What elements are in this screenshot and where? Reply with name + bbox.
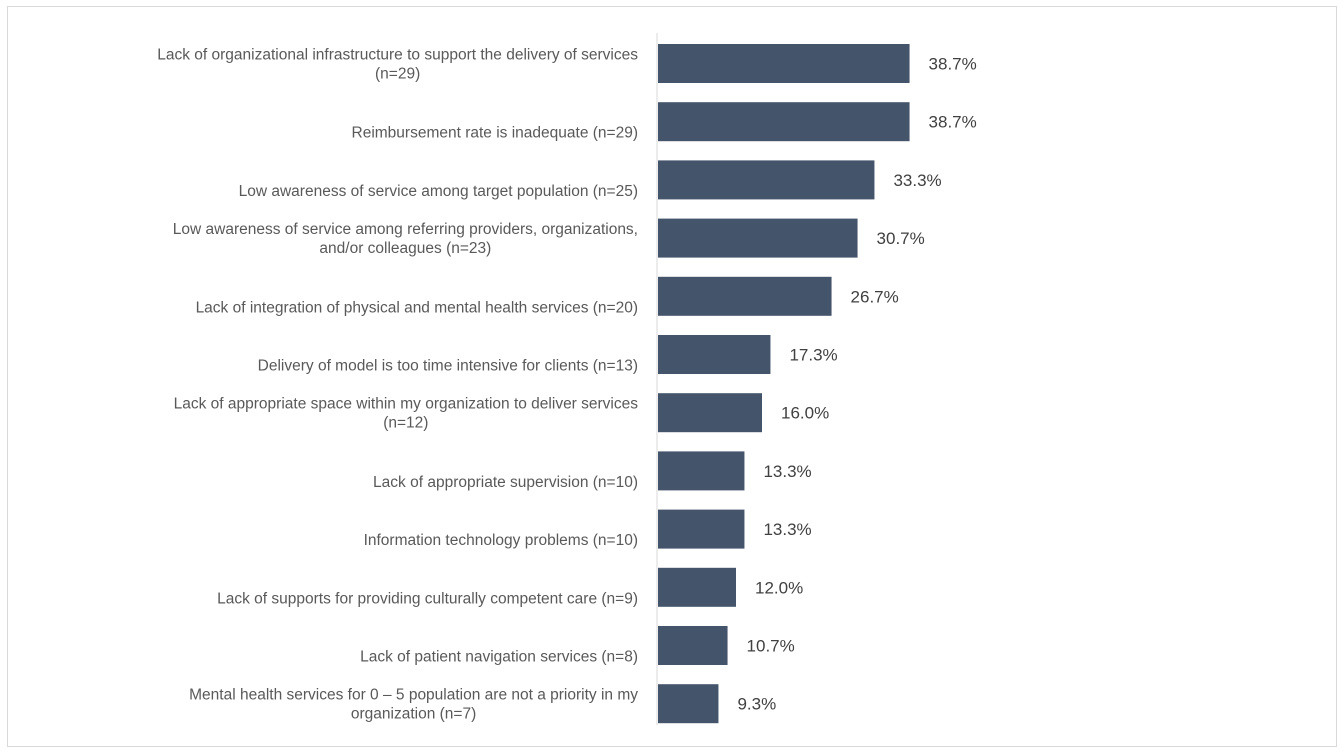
data-label: 26.7% <box>851 287 899 306</box>
category-label: Lack of integration of physical and ment… <box>196 299 638 316</box>
bar <box>658 451 745 491</box>
bar <box>658 509 745 549</box>
bar <box>658 335 771 374</box>
category-label: Lack of supports for providing culturall… <box>217 590 638 607</box>
bar <box>658 567 736 607</box>
bar <box>658 102 910 142</box>
data-label: 33.3% <box>893 171 941 190</box>
bar <box>658 218 858 258</box>
category-label: Reimbursement rate is inadequate (n=29) <box>352 125 638 142</box>
data-label: 38.7% <box>929 113 977 132</box>
bar <box>658 160 875 200</box>
data-label: 12.0% <box>755 578 803 597</box>
data-label: 13.3% <box>763 520 811 539</box>
bar <box>658 276 832 316</box>
data-label: 9.3% <box>737 695 776 714</box>
category-label: Lack of appropriate supervision (n=10) <box>373 474 638 491</box>
category-label: Low awareness of service among referring… <box>173 221 638 257</box>
category-label: Low awareness of service among target po… <box>239 183 638 200</box>
data-label: 13.3% <box>763 462 811 481</box>
category-label: Lack of organizational infrastructure to… <box>157 47 638 83</box>
bar <box>658 44 910 83</box>
category-label: Mental health services for 0 – 5 populat… <box>189 687 638 723</box>
bar <box>658 684 719 724</box>
category-label: Information technology problems (n=10) <box>364 532 638 549</box>
bar <box>658 626 728 665</box>
data-label: 16.0% <box>781 404 829 423</box>
data-label: 17.3% <box>789 346 837 365</box>
data-label: 30.7% <box>877 229 925 248</box>
category-label: Delivery of model is too time intensive … <box>258 358 638 375</box>
data-label: 38.7% <box>929 55 977 74</box>
category-label: Lack of patient navigation services (n=8… <box>360 649 638 666</box>
bar <box>658 393 762 433</box>
category-label: Lack of appropriate space within my orga… <box>174 396 639 432</box>
data-label: 10.7% <box>747 637 795 656</box>
